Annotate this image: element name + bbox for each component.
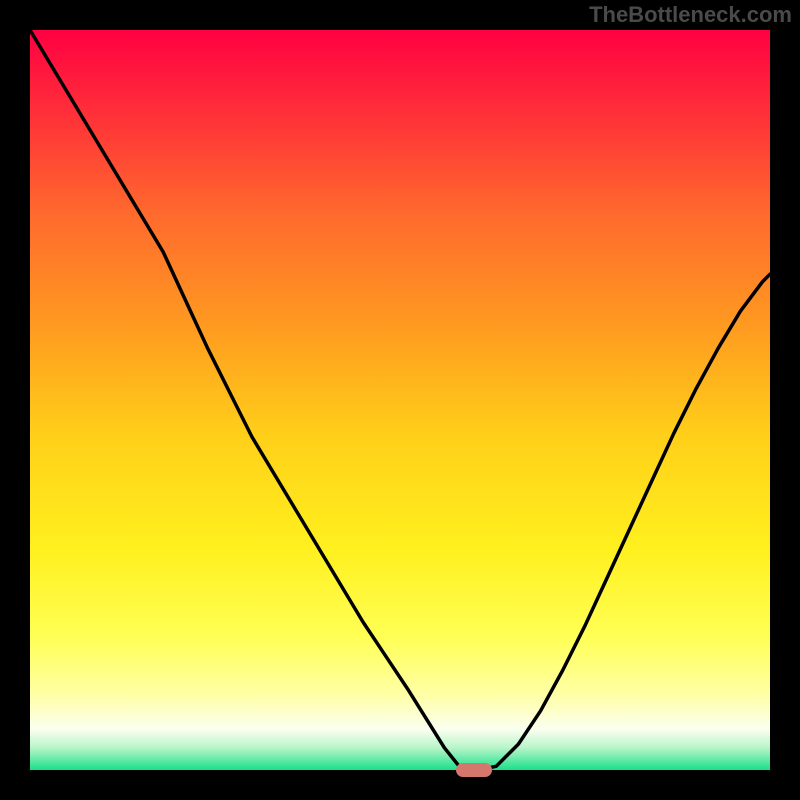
watermark-text: TheBottleneck.com <box>589 2 792 28</box>
chart-gradient-background <box>30 30 770 770</box>
optimal-marker <box>456 763 492 777</box>
bottleneck-chart <box>0 0 800 800</box>
chart-container: TheBottleneck.com <box>0 0 800 800</box>
